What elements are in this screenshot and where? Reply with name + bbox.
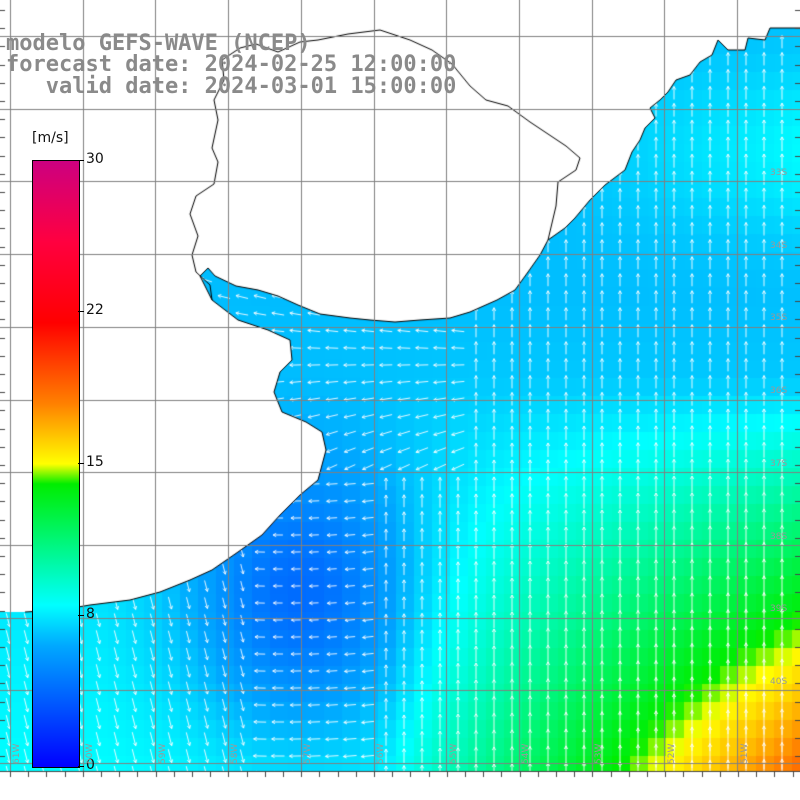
lat-label: 37S xyxy=(770,459,788,469)
lon-label: 55W xyxy=(449,743,459,764)
colorbar-label: 0 xyxy=(86,757,95,773)
lon-label: 56W xyxy=(376,743,386,764)
lat-label: 35S xyxy=(770,313,788,323)
lon-label: 59W xyxy=(158,743,168,764)
colorbar-tick xyxy=(78,311,84,312)
lon-label: 54W xyxy=(521,743,531,764)
lon-label: 51W xyxy=(740,743,750,764)
lat-label: 36S xyxy=(770,386,788,396)
valid-date: valid date: 2024-03-01 15:00:00 xyxy=(6,74,457,99)
lon-label: 60W xyxy=(85,743,95,764)
lon-label: 58W xyxy=(230,743,240,764)
colorbar xyxy=(32,160,80,768)
lon-label: 57W xyxy=(303,743,313,764)
lon-label: 53W xyxy=(594,743,604,764)
colorbar-tick xyxy=(78,160,84,161)
colorbar-unit: [m/s] xyxy=(32,130,69,146)
lat-label: 33S xyxy=(770,168,788,178)
colorbar-label: 8 xyxy=(86,606,95,622)
lon-label: 61W xyxy=(12,743,22,764)
colorbar-tick xyxy=(78,766,84,767)
lat-label: 34S xyxy=(770,241,788,251)
colorbar-label: 22 xyxy=(86,302,104,318)
colorbar-tick xyxy=(78,463,84,464)
lat-label: 38S xyxy=(770,532,788,542)
model-title: modelo GEFS-WAVE (NCEP) xyxy=(6,31,311,56)
colorbar-tick xyxy=(78,615,84,616)
colorbar-label: 30 xyxy=(86,151,104,167)
forecast-date: forecast date: 2024-02-25 12:00:00 xyxy=(6,52,457,77)
colorbar-label: 15 xyxy=(86,454,104,470)
lat-label: 40S xyxy=(770,677,788,687)
lon-label: 52W xyxy=(667,743,677,764)
lat-label: 39S xyxy=(770,604,788,614)
